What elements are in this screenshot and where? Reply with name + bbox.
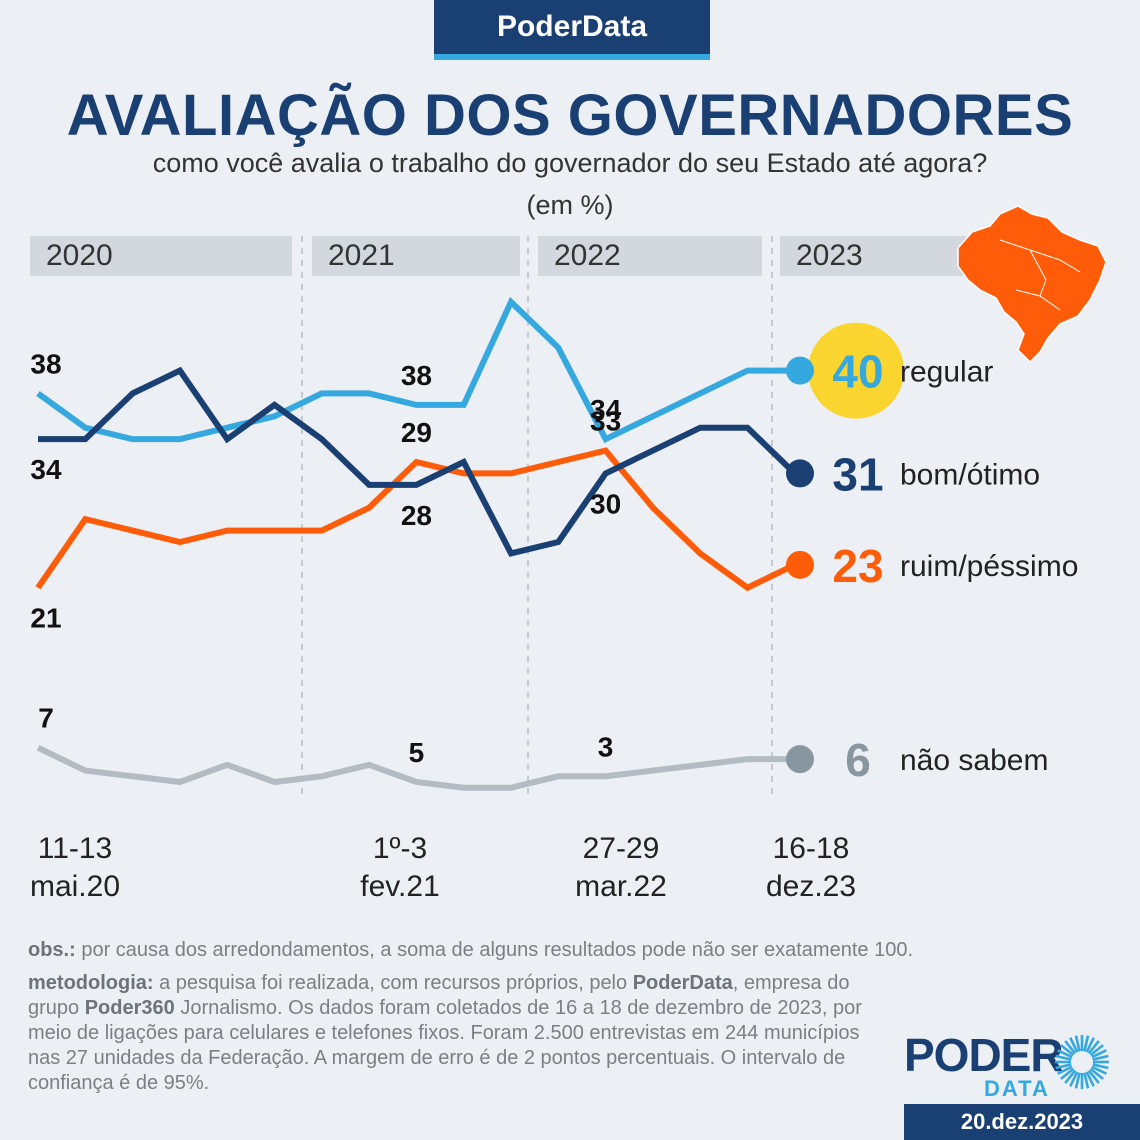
sunburst-ray-1 xyxy=(1092,1063,1109,1070)
brand-header: PoderData xyxy=(434,0,710,60)
end-value-3: 6 xyxy=(845,734,871,786)
point-label-2-2: 33 xyxy=(590,406,621,437)
point-label-0-2: 34 xyxy=(590,394,622,425)
point-label-2-1: 29 xyxy=(401,417,432,448)
sunburst-ray-13 xyxy=(1055,1063,1072,1070)
series-name-3: não sabem xyxy=(900,744,1048,777)
end-value-2: 23 xyxy=(832,540,883,592)
series-line-3 xyxy=(36,745,795,791)
series-name-2: ruim/péssimo xyxy=(900,550,1078,583)
point-label-0-0: 38 xyxy=(30,348,61,379)
chart-subtitle: como você avalia o trabalho do governado… xyxy=(152,148,988,178)
publication-date: 20.dez.2023 xyxy=(904,1104,1140,1140)
sunburst-ray-9 xyxy=(1069,1071,1079,1087)
sunburst-ray-19 xyxy=(1069,1037,1079,1053)
unit-label: (em %) xyxy=(526,190,614,220)
series-name-0: regular xyxy=(900,356,993,389)
sunburst-ray-22 xyxy=(1083,1035,1090,1052)
sunburst-ray-12 xyxy=(1057,1065,1073,1075)
brazil-map-icon xyxy=(957,205,1107,364)
sunburst-ray-23 xyxy=(1085,1037,1095,1053)
end-dot-0 xyxy=(786,356,814,385)
end-value-1: 31 xyxy=(832,448,883,500)
year-band-2020: 2020 xyxy=(30,236,292,276)
x-label-may20: 11-13 mai.20 xyxy=(29,832,121,903)
line-chart: 38 38 34 34 28 30 21 29 33 7 5 3 40 regular 31 bom/óti… xyxy=(30,205,1107,800)
point-label-1-2: 30 xyxy=(590,488,621,519)
point-label-1-0: 34 xyxy=(30,454,62,485)
sunburst-ray-3 xyxy=(1089,1067,1104,1080)
sunburst-ray-20 xyxy=(1074,1035,1081,1052)
x-label-dec23: 16-18 dez.23 xyxy=(765,832,857,903)
end-value-0: 40 xyxy=(832,346,883,398)
point-label-3-2: 3 xyxy=(598,731,614,762)
series-name-1: bom/ótimo xyxy=(900,458,1040,491)
sunburst-ray-24 xyxy=(1087,1040,1100,1055)
end-dot-1 xyxy=(786,459,814,488)
sunburst-ray-16 xyxy=(1057,1049,1073,1059)
chart-title: AVALIAÇÃO DOS GOVERNADORES xyxy=(66,83,1074,148)
footnotes: obs.: por causa dos arredondamentos, a s… xyxy=(28,938,1068,1104)
sunburst-ray-4 xyxy=(1087,1069,1100,1084)
year-band-2023: 2023 xyxy=(780,236,990,276)
series-line-0 xyxy=(36,296,795,444)
sunburst-ray-17 xyxy=(1060,1044,1075,1057)
highlight-circle xyxy=(808,322,904,419)
series-lines xyxy=(35,296,797,791)
series-line-2 xyxy=(35,447,797,592)
sunburst-ray-2 xyxy=(1091,1065,1107,1075)
year-band-2022: 2022 xyxy=(538,236,762,276)
sunburst-ray-18 xyxy=(1064,1040,1077,1055)
point-label-0-1: 38 xyxy=(401,360,432,391)
year-band-2021: 2021 xyxy=(312,236,520,276)
end-markers: 40 regular 31 bom/ótimo 23 ruim/péssimo 6 não s… xyxy=(786,322,1078,786)
sunburst-ray-27 xyxy=(1092,1054,1109,1061)
sunburst-ray-15 xyxy=(1055,1054,1072,1061)
period-dividers xyxy=(301,236,773,800)
sunburst-ray-11 xyxy=(1060,1067,1075,1080)
sunburst-ray-8 xyxy=(1074,1072,1081,1089)
obs-note: obs.: por causa dos arredondamentos, a s… xyxy=(28,939,913,961)
point-label-1-1: 28 xyxy=(401,500,432,531)
sunburst-ray-25 xyxy=(1089,1044,1104,1057)
sunburst-ray-6 xyxy=(1083,1072,1090,1089)
sunburst-ray-26 xyxy=(1091,1049,1107,1059)
point-label-2-0: 21 xyxy=(30,603,61,634)
sunburst-icon xyxy=(1055,1035,1109,1089)
point-label-3-1: 5 xyxy=(409,737,425,768)
poderdata-logo: PODER DATA xyxy=(904,1030,1114,1101)
sunburst-ray-5 xyxy=(1085,1071,1095,1087)
end-dot-3 xyxy=(786,745,814,774)
end-dot-2 xyxy=(786,550,814,579)
point-label-3-0: 7 xyxy=(38,703,54,734)
x-label-mar22: 27-29 mar.22 xyxy=(575,832,667,903)
x-label-feb21: 1º-3 fev.21 xyxy=(360,832,440,903)
sunburst-ray-10 xyxy=(1064,1069,1077,1084)
methodology-note: metodologia: a pesquisa foi realizada, c… xyxy=(28,972,862,1094)
series-line-1 xyxy=(38,366,797,557)
point-labels: 38 38 34 34 28 30 21 29 33 7 5 3 xyxy=(30,348,621,768)
